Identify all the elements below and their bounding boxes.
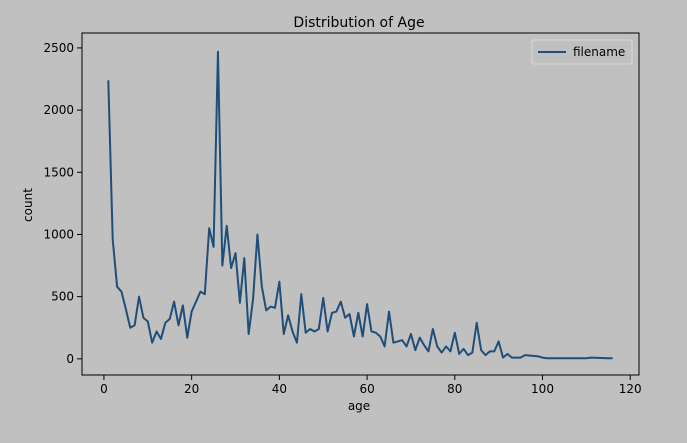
y-tick-label: 2500	[43, 41, 74, 55]
x-axis: 0 20 40 60 80 100 120	[100, 375, 642, 396]
y-tick-label: 1000	[43, 227, 74, 241]
series-line-filename	[107, 50, 613, 360]
x-tick-label: 100	[531, 382, 554, 396]
legend: filename	[531, 39, 633, 65]
x-tick-label: 120	[619, 382, 642, 396]
x-tick-label: 80	[447, 382, 462, 396]
x-tick-label: 40	[272, 382, 287, 396]
y-tick-label: 1500	[43, 165, 74, 179]
y-tick-label: 2000	[43, 103, 74, 117]
y-tick-label: 500	[51, 290, 74, 304]
x-tick-label: 20	[184, 382, 199, 396]
y-tick-label: 0	[66, 352, 74, 366]
x-tick-label: 0	[100, 382, 108, 396]
y-axis: 0 500 1000 1500 2000 2500	[43, 41, 82, 366]
plot-area	[81, 32, 640, 376]
x-tick-label: 60	[359, 382, 374, 396]
chart-title: Distribution of Age	[293, 15, 424, 31]
y-axis-label: count	[21, 188, 35, 222]
x-axis-label: age	[348, 399, 370, 413]
legend-label-filename: filename	[573, 45, 625, 59]
legend-box	[531, 39, 633, 65]
